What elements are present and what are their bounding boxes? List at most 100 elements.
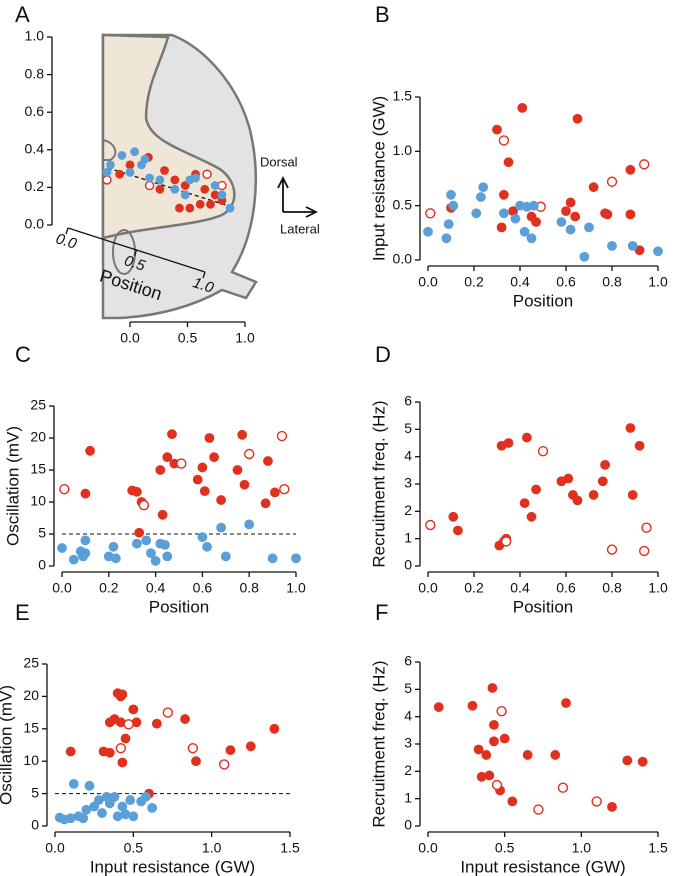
data-point — [639, 545, 650, 557]
x-tick-label: 0.8 — [602, 274, 622, 290]
data-point — [80, 548, 91, 559]
x-axis-label: Input resistance (GW) — [460, 857, 625, 876]
data-point — [448, 511, 459, 522]
data-point — [501, 536, 512, 547]
data-point — [425, 519, 436, 531]
data-point — [561, 698, 571, 708]
data-point — [448, 200, 459, 211]
data-point — [584, 222, 594, 233]
data-point — [607, 240, 617, 251]
y-tick-label: 5 — [404, 680, 412, 696]
y-tick-label: 10 — [23, 752, 39, 768]
y-tick-label: 0.4 — [25, 141, 45, 157]
data-point — [97, 808, 107, 818]
panel-label: D — [375, 342, 391, 367]
y-axis-label: Input resistance (GW) — [369, 96, 388, 261]
x-tick-label: 1.0 — [286, 580, 306, 596]
data-point — [537, 446, 549, 457]
data-point — [600, 459, 610, 470]
data-point — [498, 135, 510, 146]
data-point — [572, 113, 583, 124]
data-point — [467, 700, 478, 711]
y-tick-label: 0.0 — [393, 251, 413, 267]
data-point — [180, 190, 190, 200]
data-point — [197, 532, 208, 543]
data-point — [481, 750, 492, 760]
data-point — [78, 813, 89, 824]
x-tick-label: 1.0 — [572, 840, 592, 856]
data-point — [565, 197, 576, 208]
data-point — [162, 707, 174, 718]
x-tick-label: 1.5 — [280, 840, 300, 856]
data-point — [160, 166, 169, 175]
data-point — [115, 169, 125, 179]
data-point — [423, 226, 433, 237]
data-point — [108, 541, 119, 552]
data-point — [209, 452, 220, 463]
data-point — [517, 102, 528, 113]
x-tick-label: 0.5 — [495, 840, 515, 856]
data-point — [487, 683, 498, 693]
y-tick-label: 3 — [404, 735, 412, 751]
x-tick-label: 0.6 — [193, 580, 213, 596]
data-point — [579, 251, 590, 262]
data-point — [84, 780, 95, 791]
data-point — [561, 206, 571, 217]
data-point — [204, 433, 215, 443]
data-point — [492, 124, 502, 135]
data-point — [446, 189, 456, 200]
x-tick-label: 0.2 — [464, 580, 484, 596]
data-point — [151, 718, 162, 729]
data-point — [267, 553, 278, 564]
data-point — [244, 519, 255, 530]
data-point — [225, 203, 235, 213]
annotation: Lateral — [280, 221, 320, 236]
x-tick-label: 0.5 — [178, 330, 198, 346]
y-tick-label: 3 — [404, 475, 412, 491]
x-axis-label: Position — [513, 597, 573, 616]
data-point — [550, 750, 561, 760]
data-point — [270, 487, 280, 498]
data-point — [570, 211, 581, 222]
annotation: Dorsal — [260, 154, 298, 169]
x-tick-label: 0.0 — [52, 580, 72, 596]
data-point — [65, 746, 76, 757]
data-point — [522, 432, 532, 443]
data-point — [191, 756, 201, 767]
oblique-tick — [202, 271, 206, 279]
x-tick-label: 0.8 — [602, 580, 622, 596]
data-point — [104, 747, 115, 758]
y-tick-label: 1.0 — [393, 142, 413, 158]
y-axis-label: Oscillation (mV) — [0, 685, 15, 805]
data-point — [565, 224, 576, 235]
data-point — [526, 511, 537, 522]
data-point — [498, 189, 509, 200]
y-tick-label: 4 — [404, 447, 412, 463]
data-point — [473, 744, 484, 755]
y-tick-label: 1 — [404, 529, 412, 545]
data-point — [627, 240, 638, 251]
data-point — [128, 811, 139, 822]
y-tick-label: 0 — [404, 557, 412, 573]
data-point — [187, 743, 199, 754]
x-tick-label: 0.0 — [418, 840, 438, 856]
x-axis-label: Input resistance (GW) — [90, 857, 255, 876]
y-tick-label: 6 — [404, 393, 412, 409]
y-tick-label: 1.0 — [25, 28, 45, 44]
data-point — [157, 509, 168, 520]
y-tick-label: 0.2 — [25, 178, 45, 194]
y-tick-label: 25 — [30, 397, 46, 413]
data-point — [206, 199, 215, 209]
panel-label: B — [375, 2, 390, 27]
data-point — [180, 181, 190, 190]
y-tick-label: 4 — [404, 707, 412, 723]
data-point — [120, 733, 131, 744]
data-point — [237, 429, 248, 440]
data-point — [125, 795, 136, 805]
data-point — [522, 750, 533, 760]
data-point — [625, 209, 636, 220]
data-point — [162, 551, 173, 562]
data-point — [588, 490, 599, 500]
x-tick-label: 1.0 — [235, 330, 255, 346]
data-point — [147, 802, 158, 813]
